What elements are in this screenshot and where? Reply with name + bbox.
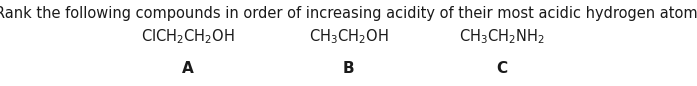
- Text: A: A: [183, 61, 194, 76]
- Text: Rank the following compounds in order of increasing acidity of their most acidic: Rank the following compounds in order of…: [0, 6, 697, 21]
- Text: $\mathrm{CH_3CH_2NH_2}$: $\mathrm{CH_3CH_2NH_2}$: [459, 28, 545, 46]
- Text: $\mathrm{CH_3CH_2OH}$: $\mathrm{CH_3CH_2OH}$: [309, 28, 388, 46]
- Text: B: B: [343, 61, 354, 76]
- Text: C: C: [496, 61, 507, 76]
- Text: $\mathrm{ClCH_2CH_2OH}$: $\mathrm{ClCH_2CH_2OH}$: [141, 28, 235, 46]
